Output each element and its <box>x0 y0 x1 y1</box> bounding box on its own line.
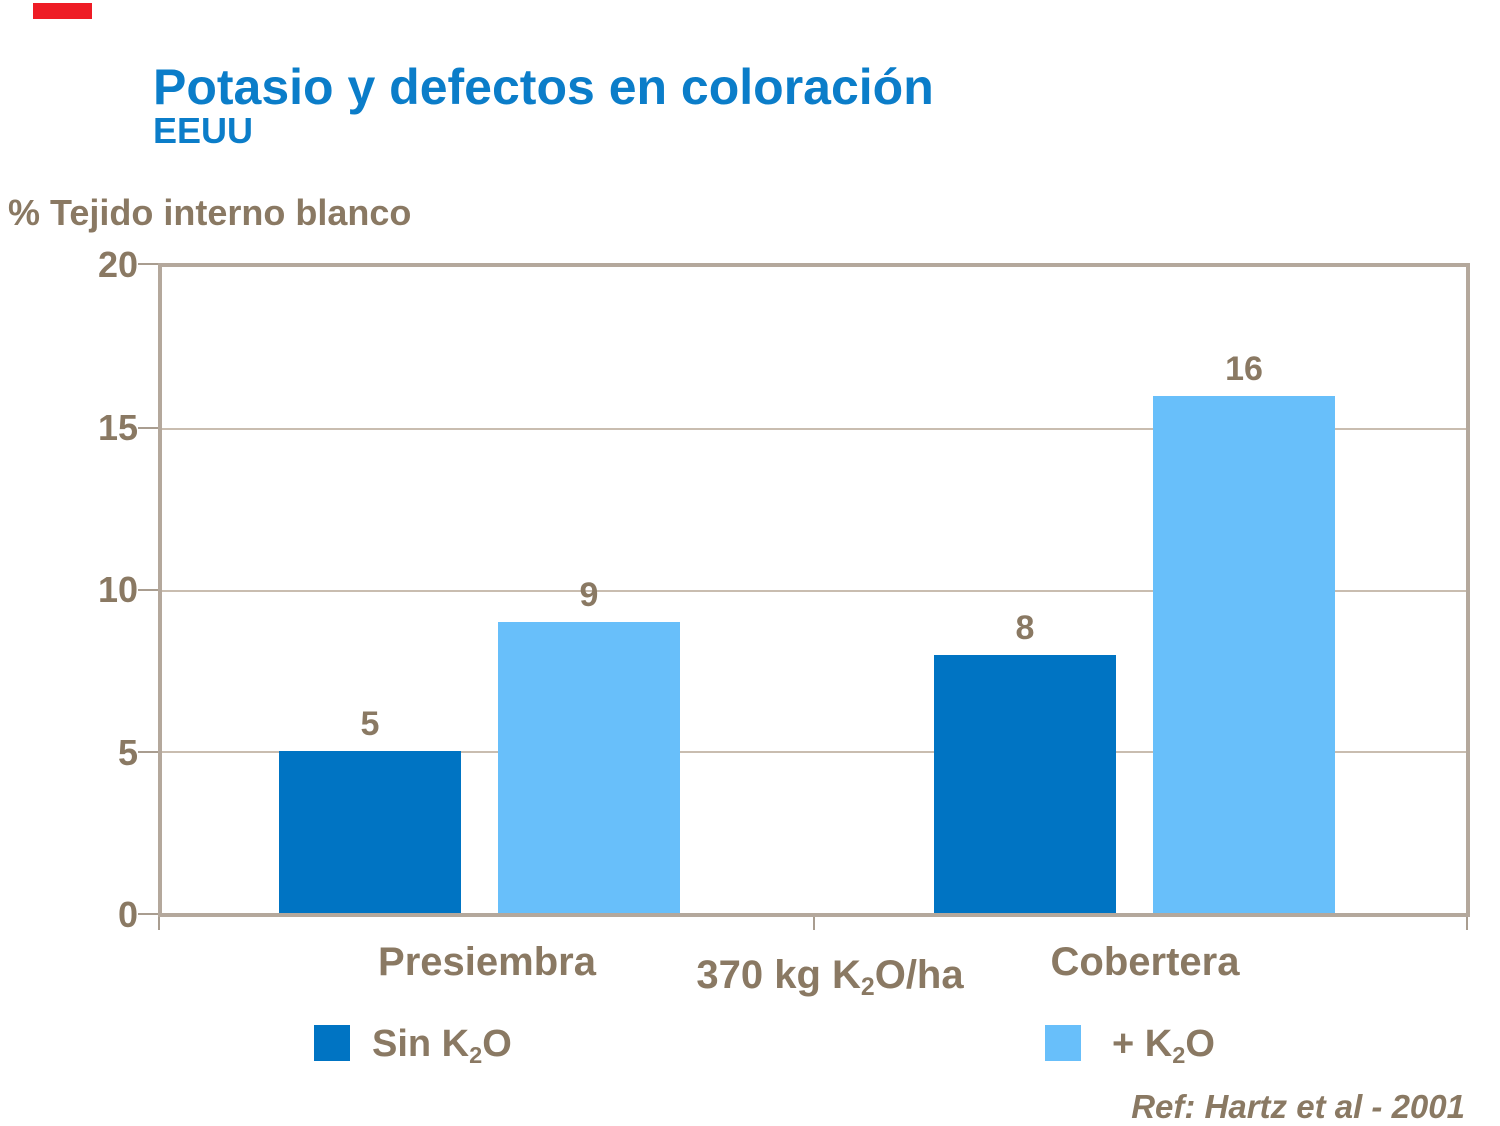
y-tick-20 <box>138 263 158 265</box>
red-logo-block <box>33 3 92 19</box>
y-label-20: 20 <box>97 244 138 285</box>
bar-presiembra-mas-k2o: 9 <box>498 576 680 913</box>
legend-label-mas-k2o: + K2O <box>1112 1023 1215 1068</box>
bar-cobertera-mas-k2o: 16 <box>1153 350 1335 913</box>
y-axis-title: % Tejido interno blanco <box>8 192 412 233</box>
gridline-5 <box>162 751 1466 753</box>
y-label-10: 10 <box>97 569 138 610</box>
bar-cobertera-sin-k2o: 8 <box>934 609 1116 913</box>
gridline-10 <box>162 590 1466 592</box>
gridline-15 <box>162 428 1466 430</box>
x-tick-center <box>813 917 815 930</box>
y-label-15: 15 <box>97 407 138 448</box>
y-tick-0 <box>138 913 158 915</box>
legend-swatch-sin-k2o <box>314 1025 350 1061</box>
category-label-cobertera: Cobertera <box>1050 940 1240 984</box>
dose-note-text: O/ha <box>874 953 964 997</box>
y-tick-5 <box>138 751 158 753</box>
reference-text: Ref: Hartz et al - 2001 <box>1131 1088 1465 1125</box>
slide-subtitle: EEUU <box>153 110 254 151</box>
y-label-0: 0 <box>117 894 138 935</box>
dose-note: 370 kg K2O/ha <box>630 953 1030 1001</box>
bar-presiembra-sin-k2o: 5 <box>279 705 461 913</box>
bar-value-label: 8 <box>1015 609 1035 647</box>
y-tick-10 <box>138 589 158 591</box>
x-tick-right <box>1466 917 1468 930</box>
bar-value-label: 9 <box>579 576 599 614</box>
dose-note-subscript: 2 <box>860 973 875 1001</box>
bar-value-label: 5 <box>360 705 380 743</box>
y-label-5: 5 <box>117 732 138 773</box>
plot-area: 5 9 8 16 <box>158 263 1470 917</box>
legend-label-sin-k2o: Sin K2O <box>372 1023 512 1068</box>
y-tick-15 <box>138 427 158 429</box>
x-tick-left <box>158 917 160 930</box>
slide-title: Potasio y defectos en coloración <box>153 59 934 115</box>
legend-swatch-mas-k2o <box>1045 1025 1081 1061</box>
bar-value-label: 16 <box>1225 350 1263 388</box>
dose-note-text: 370 kg K <box>696 953 861 997</box>
category-label-presiembra: Presiembra <box>378 940 596 984</box>
